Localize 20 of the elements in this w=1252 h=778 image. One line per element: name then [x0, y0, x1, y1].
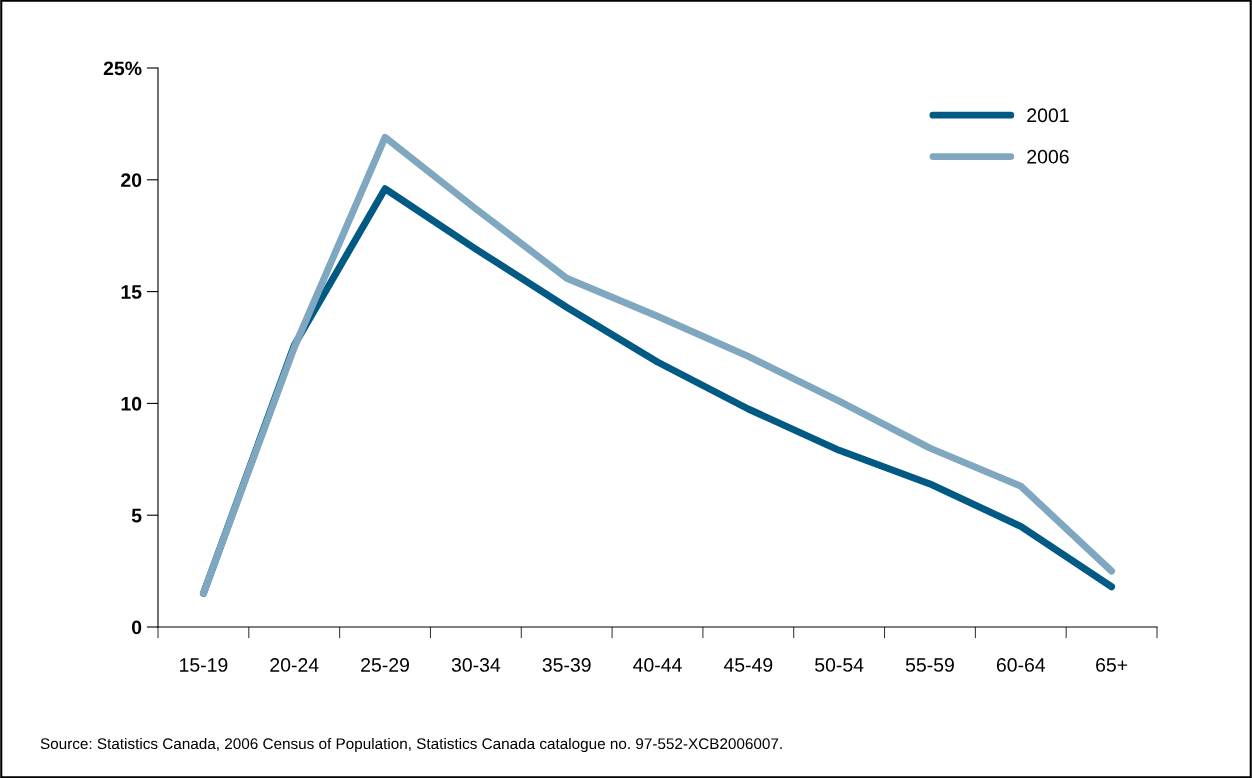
- legend-label: 2006: [1027, 149, 1069, 164]
- x-tick-label: 55-59: [905, 658, 954, 672]
- y-tick-label: 5: [131, 508, 142, 523]
- x-tick-label: 65+: [1096, 658, 1128, 672]
- x-tick-label: 45-49: [723, 658, 773, 672]
- x-tick-label: 20-24: [270, 658, 319, 672]
- legend-label: 2001: [1027, 108, 1069, 123]
- x-tick-label: 60-64: [996, 658, 1046, 672]
- x-tick-label: 15-19: [180, 658, 228, 672]
- x-tick-label: 50-54: [815, 658, 864, 672]
- y-tick-label: 20: [121, 173, 142, 188]
- source-note: Source: Statistics Canada, 2006 Census of Population, Statistics Canada catalogue no. 97-552-XCB2006007.: [40, 737, 782, 753]
- x-tick-label: 35-39: [542, 658, 591, 672]
- x-tick-label: 25-29: [361, 658, 409, 672]
- y-tick-label: 10: [121, 396, 142, 411]
- x-tick-label: 40-44: [633, 658, 682, 672]
- y-tick-label: 25%: [103, 61, 142, 76]
- x-tick-label: 30-34: [451, 658, 501, 672]
- y-tick-label: 15: [121, 285, 142, 299]
- y-tick-label: 0: [131, 620, 142, 635]
